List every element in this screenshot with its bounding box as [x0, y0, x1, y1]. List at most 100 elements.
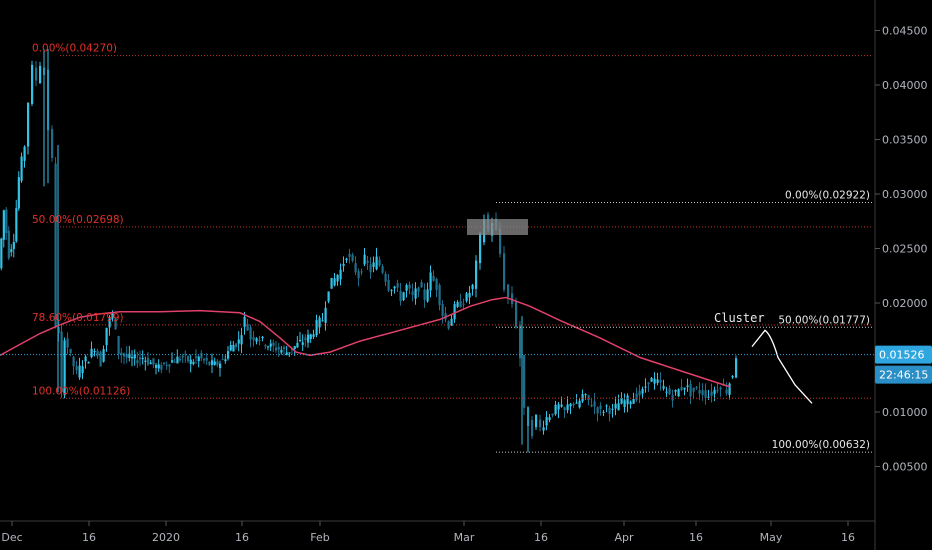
candle-body [429, 272, 432, 291]
candle-body [459, 301, 462, 308]
candle-body [471, 284, 474, 290]
candle-body [27, 102, 30, 147]
candle-body [330, 277, 333, 289]
candle-body [680, 387, 683, 390]
candle-body [181, 355, 184, 358]
candle-body [173, 361, 176, 363]
time-tick-label: 2020 [152, 531, 180, 544]
candle-body [554, 404, 557, 415]
candle-body [54, 163, 57, 328]
candle-body [243, 316, 246, 327]
candle-body [235, 343, 238, 347]
candle-body [450, 318, 453, 326]
candle-body [339, 269, 342, 280]
candle-body [453, 304, 456, 320]
candle-body [203, 358, 206, 361]
time-tick-label: 16 [82, 531, 96, 544]
candle-body [447, 321, 450, 329]
candle-body [10, 249, 13, 253]
candle-body [318, 317, 321, 328]
candle-body [656, 379, 659, 383]
candle-body [605, 405, 608, 407]
candle-body [629, 401, 632, 405]
candle-body [31, 64, 34, 104]
candle-body [689, 384, 692, 397]
candle-body [475, 260, 478, 289]
candle-body [396, 283, 399, 288]
candle-body [575, 402, 578, 404]
candle-body [701, 390, 704, 395]
candle-body [420, 281, 423, 288]
candle-body [189, 359, 192, 364]
candle-body [195, 356, 198, 358]
candle-body [725, 389, 728, 394]
candle-body [336, 274, 339, 282]
time-tick-label: Dec [1, 531, 22, 544]
candle-body [563, 407, 566, 411]
candle-body [285, 352, 288, 355]
candle-body [617, 403, 620, 411]
candle-body [120, 352, 123, 356]
candle-body [111, 312, 114, 319]
candle-body [192, 361, 195, 365]
candle-body [184, 353, 187, 355]
candle-body [75, 366, 78, 371]
candle-body [581, 394, 584, 402]
time-axis-ticks: Dec 16 2020 16 Feb Mar 16 Apr 16 May 16 [1, 521, 855, 544]
candle-body [378, 259, 381, 266]
candle-body [366, 260, 369, 263]
candle-body [599, 405, 602, 409]
candle-body [81, 366, 84, 374]
candle-body [375, 256, 378, 270]
price-tick-label: 0.01000 [882, 406, 928, 419]
candle-body [710, 391, 713, 396]
candle-body [503, 253, 506, 290]
candle-body [133, 354, 136, 359]
candle-body [157, 364, 160, 369]
candle-body [213, 361, 216, 365]
candle-body [438, 284, 441, 306]
candle-body [224, 359, 227, 362]
time-tick-label: Apr [614, 531, 634, 544]
price-tick-label: 0.00500 [882, 461, 928, 474]
candle-body [719, 387, 722, 390]
candle-body [390, 289, 393, 291]
price-tick-label: 0.02000 [882, 297, 928, 310]
candle-body [345, 258, 348, 261]
candle-body [155, 365, 158, 368]
candle-body [704, 390, 707, 398]
candle-body [283, 347, 286, 350]
time-tick-label: 16 [841, 531, 855, 544]
candle-body [78, 365, 81, 378]
time-axis[interactable]: Dec 16 2020 16 Feb Mar 16 Apr 16 May 16 [0, 520, 875, 544]
candle-body [531, 420, 534, 437]
price-axis[interactable]: 0.04500 0.04000 0.03500 0.03000 0.02500 0.020… [874, 0, 932, 550]
candle-body [351, 254, 354, 261]
candle-body [144, 360, 147, 362]
last-price-tag [875, 345, 932, 364]
candle-body [96, 350, 99, 357]
fib-level-label-right: 50.00%(0.01777) [778, 314, 870, 326]
candle-body [650, 377, 653, 382]
candle-body [69, 348, 72, 354]
candle-body [608, 408, 611, 415]
price-tick-label: 0.02500 [882, 243, 928, 256]
candle-body [683, 387, 686, 390]
candle-body [23, 146, 26, 161]
candle-body [299, 340, 302, 342]
fib-level-label-left: 0.00%(0.04270) [32, 43, 117, 55]
candle-body [523, 355, 526, 408]
candle-body [208, 361, 211, 365]
candle-body [348, 253, 351, 257]
candle-body [171, 360, 174, 363]
candle-body [372, 262, 375, 268]
candle-body [626, 395, 629, 405]
candle-body [272, 342, 275, 346]
candle-body [312, 334, 315, 337]
candle-body [662, 386, 665, 389]
candle-body [258, 340, 261, 342]
candle-body [668, 388, 671, 395]
candle-body [277, 346, 280, 350]
candle-body [665, 391, 668, 393]
